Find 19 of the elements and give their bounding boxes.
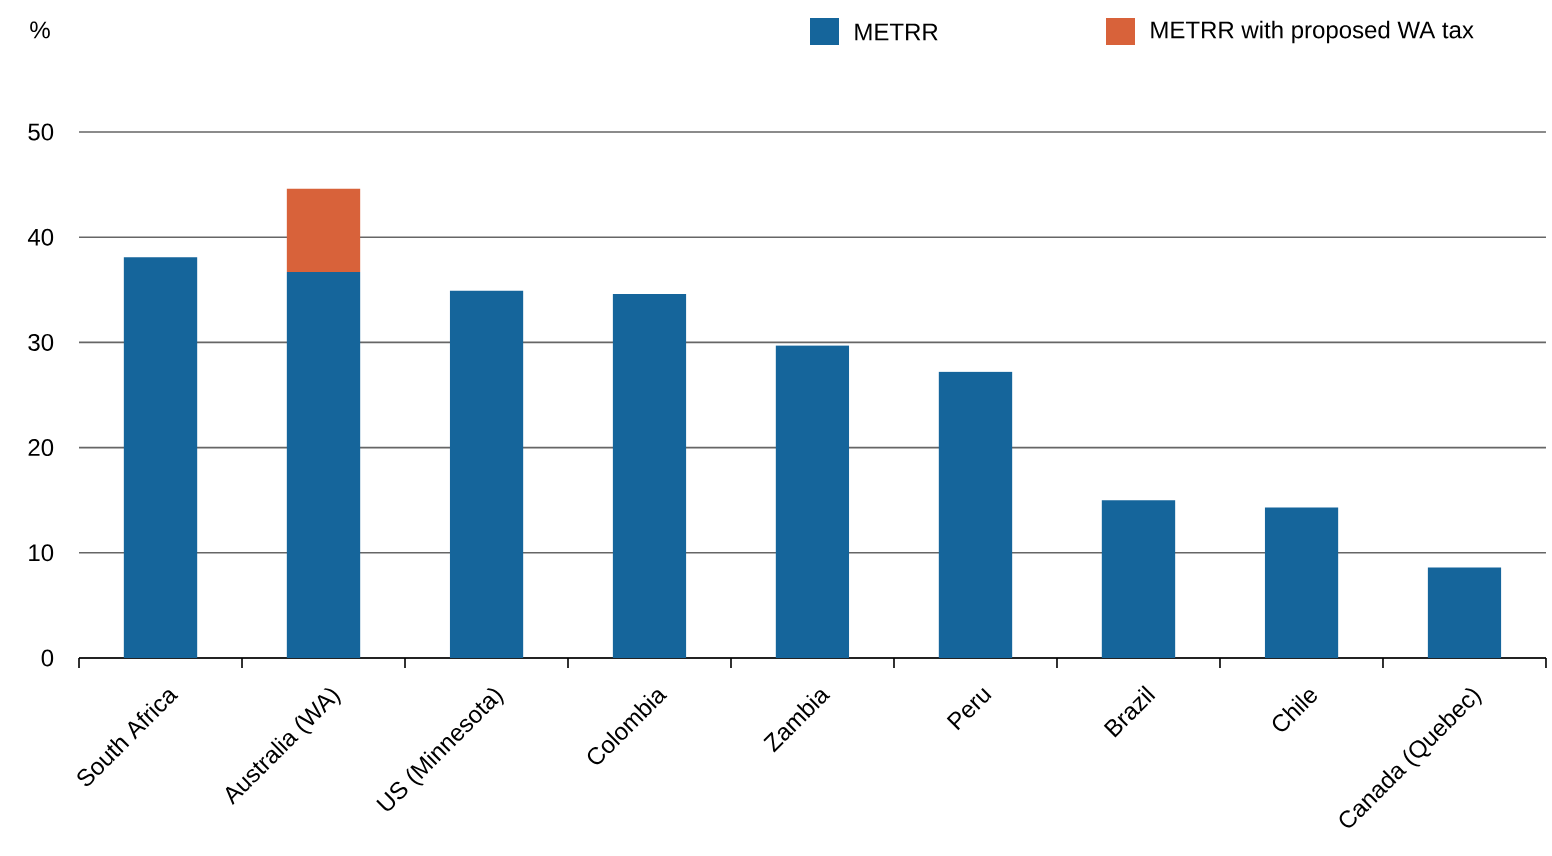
bar xyxy=(1101,500,1176,658)
legend-label: METRR with proposed WA tax xyxy=(1151,20,1474,44)
bar xyxy=(449,290,524,658)
bar xyxy=(775,345,850,658)
bar xyxy=(612,294,687,658)
y-tick-label: 50 xyxy=(28,123,54,141)
bar xyxy=(286,188,361,272)
bar xyxy=(1264,507,1339,658)
y-tick-label: 30 xyxy=(28,333,54,351)
y-tick-label: 10 xyxy=(29,544,54,562)
y-tick-label: 40 xyxy=(27,228,54,246)
bar xyxy=(286,271,361,658)
bar xyxy=(938,371,1013,658)
bar xyxy=(123,257,198,658)
y-tick-label: 20 xyxy=(28,439,54,457)
legend-label: METRR xyxy=(855,23,938,41)
y-axis-title: % xyxy=(30,21,50,39)
bar xyxy=(1427,567,1502,658)
y-tick-label: 0 xyxy=(41,649,54,667)
